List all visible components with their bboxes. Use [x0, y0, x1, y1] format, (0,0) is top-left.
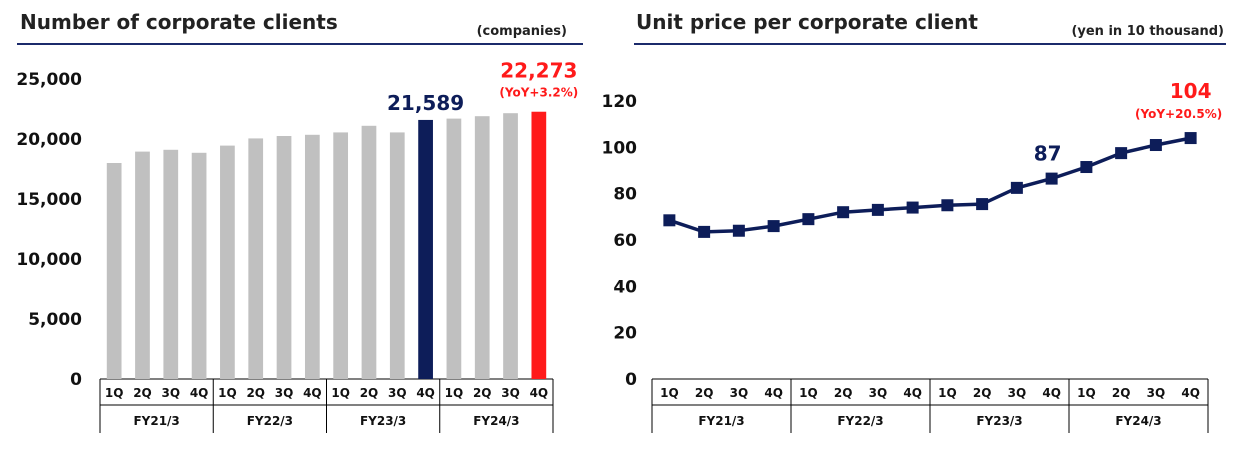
- quarter-tick-label: 2Q: [695, 386, 714, 400]
- quarter-tick-label: 2Q: [133, 386, 152, 400]
- bar: [220, 145, 235, 379]
- data-point-marker: [732, 224, 745, 237]
- data-point-marker: [698, 225, 711, 238]
- series-line: [668, 136, 1191, 234]
- left-chart-title: Number of corporate clients: [20, 10, 338, 34]
- y-tick-label: 40: [613, 277, 637, 297]
- fiscal-year-label: FY21/3: [698, 414, 744, 428]
- bar: [191, 152, 207, 379]
- data-point-marker: [906, 201, 919, 214]
- y-tick-label: 120: [602, 92, 638, 112]
- quarter-tick-label: 2Q: [834, 386, 853, 400]
- quarter-tick-label: 2Q: [1112, 386, 1131, 400]
- data-label: 104: [1170, 79, 1212, 103]
- quarter-tick-label: 4Q: [303, 386, 322, 400]
- data-point-marker: [837, 206, 850, 219]
- quarter-tick-label: 3Q: [388, 386, 407, 400]
- quarter-tick-label: 4Q: [190, 386, 209, 400]
- quarter-tick-label: 2Q: [360, 386, 379, 400]
- quarter-tick-label: 3Q: [501, 386, 520, 400]
- quarter-tick-label: 4Q: [1042, 386, 1061, 400]
- quarter-tick-label: 2Q: [973, 386, 992, 400]
- fiscal-year-label: FY21/3: [133, 414, 179, 428]
- bar: [361, 125, 377, 379]
- fiscal-year-label: FY22/3: [247, 414, 293, 428]
- right-chart-title: Unit price per corporate client: [636, 10, 978, 34]
- yoy-label: (YoY+3.2%): [499, 86, 578, 100]
- y-tick-label: 0: [70, 370, 82, 390]
- quarter-tick-label: 1Q: [331, 386, 350, 400]
- quarter-tick-label: 4Q: [416, 386, 435, 400]
- yoy-label: (YoY+20.5%): [1135, 107, 1222, 121]
- bar: [531, 111, 547, 379]
- quarter-tick-label: 4Q: [1181, 386, 1200, 400]
- y-tick-label: 20: [613, 324, 637, 344]
- data-point-marker: [976, 198, 989, 211]
- fiscal-year-label: FY23/3: [360, 414, 406, 428]
- fiscal-year-label: FY23/3: [976, 414, 1022, 428]
- bar: [304, 134, 320, 379]
- quarter-tick-label: 3Q: [275, 386, 294, 400]
- bar: [446, 118, 462, 379]
- quarter-tick-label: 1Q: [445, 386, 464, 400]
- bar: [248, 138, 264, 379]
- quarter-tick-label: 1Q: [105, 386, 124, 400]
- quarter-tick-label: 3Q: [162, 386, 181, 400]
- y-tick-label: 20,000: [16, 130, 82, 150]
- bar: [333, 132, 349, 379]
- data-point-marker: [802, 213, 815, 226]
- quarter-tick-label: 2Q: [473, 386, 492, 400]
- data-label: 22,273: [500, 59, 577, 83]
- data-label: 21,589: [387, 91, 464, 115]
- bar: [276, 136, 292, 379]
- bar: [503, 113, 518, 379]
- data-point-marker: [1149, 139, 1162, 152]
- fiscal-year-label: FY24/3: [473, 414, 519, 428]
- left-chart-unit-label: (companies): [477, 24, 567, 39]
- y-tick-label: 100: [602, 138, 638, 158]
- y-tick-label: 10,000: [16, 250, 82, 270]
- data-label: 87: [1034, 142, 1062, 166]
- data-point-marker: [871, 203, 884, 216]
- y-tick-label: 5,000: [28, 310, 82, 330]
- data-point-marker: [1184, 132, 1197, 145]
- quarter-tick-label: 3Q: [1008, 386, 1027, 400]
- quarter-tick-label: 1Q: [660, 386, 679, 400]
- quarter-tick-label: 3Q: [869, 386, 888, 400]
- right-chart-unit-label: (yen in 10 thousand): [1071, 24, 1224, 39]
- quarter-tick-label: 4Q: [903, 386, 922, 400]
- data-point-marker: [767, 220, 780, 233]
- bar: [389, 132, 405, 379]
- data-point-marker: [1080, 161, 1093, 174]
- data-point-marker: [1010, 181, 1023, 194]
- bar: [474, 116, 490, 379]
- quarter-tick-label: 4Q: [764, 386, 783, 400]
- right-line-chart: 1Q 2Q 3Q 4Q 1Q 2Q 3Q 4Q 1Q 2Q 3Q 4Q 1Q 2Q 3Q 4Q FY21/3 FY…: [602, 79, 1222, 433]
- bar: [106, 163, 122, 379]
- y-tick-label: 15,000: [16, 190, 82, 210]
- quarter-tick-label: 1Q: [799, 386, 818, 400]
- y-tick-label: 0: [625, 370, 637, 390]
- y-tick-label: 60: [613, 231, 637, 251]
- quarter-tick-label: 3Q: [1147, 386, 1166, 400]
- y-tick-label: 25,000: [16, 70, 82, 90]
- fiscal-year-label: FY22/3: [837, 414, 883, 428]
- quarter-tick-label: 1Q: [938, 386, 957, 400]
- quarter-tick-label: 3Q: [730, 386, 749, 400]
- quarter-tick-label: 1Q: [1077, 386, 1096, 400]
- quarter-tick-label: 4Q: [530, 386, 549, 400]
- data-point-marker: [941, 199, 954, 212]
- y-tick-label: 80: [613, 185, 637, 205]
- data-point-marker: [663, 214, 676, 227]
- data-point-marker: [1115, 147, 1128, 160]
- bar: [135, 151, 150, 379]
- data-point-marker: [1045, 172, 1058, 185]
- quarter-tick-label: 2Q: [246, 386, 265, 400]
- left-bar-chart: 1Q 2Q 3Q 4Q 1Q 2Q 3Q 4Q 1Q 2Q 3Q 4Q 1Q 2Q 3Q 4Q FY21/3 FY…: [16, 59, 578, 433]
- fiscal-year-label: FY24/3: [1115, 414, 1161, 428]
- bar: [163, 149, 179, 379]
- bar: [418, 119, 433, 379]
- quarter-tick-label: 1Q: [218, 386, 237, 400]
